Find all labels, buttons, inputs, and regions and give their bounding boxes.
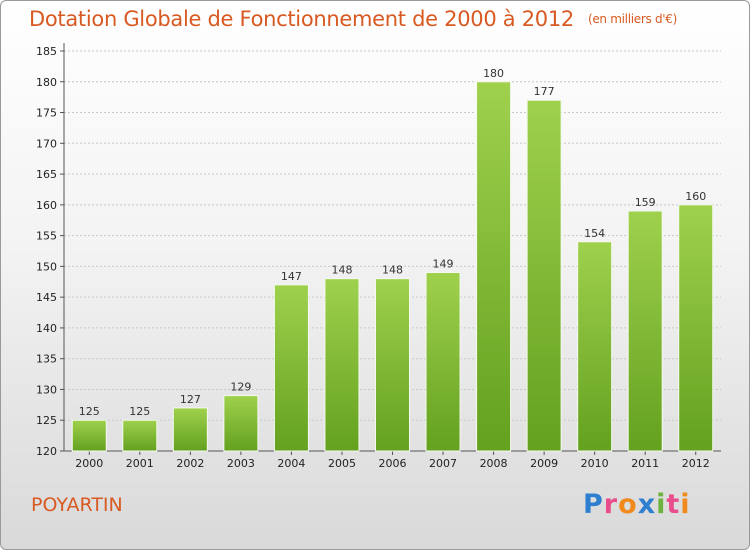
bar (122, 419, 158, 452)
chart-unit: (en milliers d'€) (587, 12, 677, 26)
y-tick-label: 185 (36, 45, 57, 58)
bar (627, 210, 663, 452)
bar (324, 278, 360, 452)
x-tick-label: 2000 (75, 457, 103, 470)
proxiti-logo: Proxiti (583, 489, 691, 520)
x-tick-label: 2005 (328, 457, 356, 470)
y-tick-label: 155 (36, 230, 57, 243)
bar-value-label: 147 (281, 270, 302, 283)
bar-value-label: 127 (180, 393, 201, 406)
bars (71, 81, 714, 452)
y-tick-label: 130 (36, 383, 57, 396)
y-tick-label: 175 (36, 107, 57, 120)
y-tick-label: 160 (36, 199, 57, 212)
bar (425, 272, 461, 452)
y-tick-label: 120 (36, 445, 57, 458)
x-tick-label: 2011 (631, 457, 659, 470)
x-tick-label: 2006 (379, 457, 407, 470)
chart-title: Dotation Globale de Fonctionnement de 20… (29, 7, 677, 31)
y-tick-label: 135 (36, 353, 57, 366)
bar (172, 407, 208, 452)
bar (273, 284, 309, 452)
y-tick-label: 140 (36, 322, 57, 335)
bar-value-label: 129 (230, 381, 251, 394)
bar-value-label: 148 (331, 264, 352, 277)
chart-title-text: Dotation Globale de Fonctionnement de 20… (29, 7, 574, 31)
bar-value-label: 180 (483, 67, 504, 80)
x-tick-label: 2007 (429, 457, 457, 470)
bar-value-label: 125 (129, 405, 150, 418)
x-tick-label: 2009 (530, 457, 558, 470)
commune-name: POYARTIN (31, 494, 123, 516)
bar-value-label: 148 (382, 264, 403, 277)
bar-value-label: 154 (584, 227, 605, 240)
x-tick-label: 2010 (581, 457, 609, 470)
bar (223, 395, 259, 452)
x-tick-label: 2003 (227, 457, 255, 470)
y-tick-label: 125 (36, 414, 57, 427)
x-tick-label: 2008 (480, 457, 508, 470)
bar (375, 278, 410, 452)
bar-value-label: 159 (635, 196, 656, 209)
bar (678, 204, 714, 452)
bar (526, 99, 562, 452)
bar (577, 241, 613, 452)
bar-value-label: 160 (685, 190, 706, 203)
x-tick-label: 2004 (277, 457, 305, 470)
y-tick-label: 165 (36, 168, 57, 181)
x-tick-label: 2012 (682, 457, 710, 470)
y-tick-label: 150 (36, 260, 57, 273)
y-tick-label: 180 (36, 76, 57, 89)
labels: 120 125 130 135 140 145 150 155 160 165 170 175 180 1… (36, 45, 710, 470)
y-tick-label: 170 (36, 137, 57, 150)
bar (476, 81, 512, 452)
bar-value-label: 125 (79, 405, 100, 418)
bar (71, 419, 107, 452)
bar-value-label: 149 (433, 258, 454, 271)
bar-value-label: 177 (534, 85, 555, 98)
x-tick-label: 2002 (176, 457, 204, 470)
y-tick-label: 145 (36, 291, 57, 304)
x-tick-label: 2001 (126, 457, 154, 470)
